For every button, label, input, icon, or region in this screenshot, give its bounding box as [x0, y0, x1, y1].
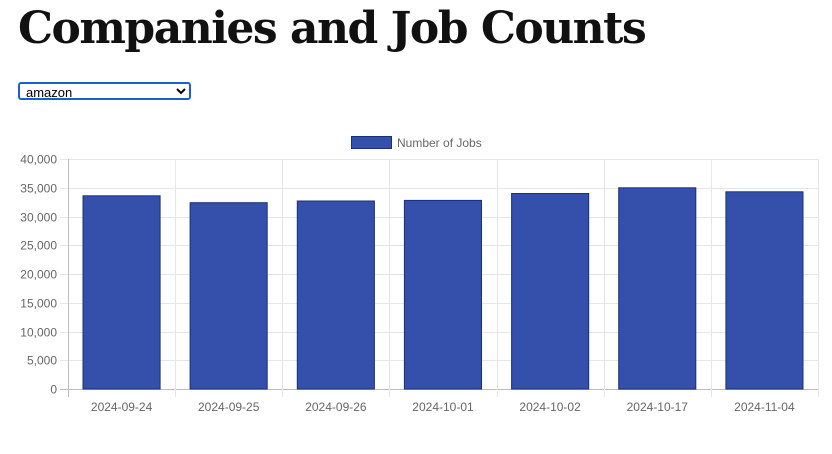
y-tick-label: 25,000 — [20, 239, 57, 253]
legend: Number of Jobs — [351, 136, 482, 150]
bar-2024-09-24[interactable] — [82, 195, 161, 390]
y-tick-label: 10,000 — [20, 326, 57, 340]
x-tick-label: 2024-11-04 — [734, 400, 795, 414]
x-axis-ticks: 2024-09-24 2024-09-25 2024-09-26 2024-10-01… — [91, 400, 795, 414]
bar-2024-10-17[interactable] — [618, 187, 697, 390]
y-tick-label: 35,000 — [20, 182, 57, 196]
bar-2024-10-01[interactable] — [403, 199, 482, 390]
legend-label: Number of Jobs — [397, 136, 482, 150]
x-tick-label: 2024-10-02 — [519, 400, 581, 414]
bars — [82, 187, 804, 390]
y-tick-label: 20,000 — [20, 268, 57, 282]
bar-2024-11-04[interactable] — [725, 191, 804, 390]
x-tick-label: 2024-10-17 — [627, 400, 689, 414]
legend-swatch — [351, 136, 392, 149]
x-tick-label: 2024-09-24 — [91, 400, 153, 414]
x-tick-label: 2024-09-26 — [305, 400, 367, 414]
y-tick-label: 30,000 — [20, 211, 57, 225]
y-tick-label: 40,000 — [20, 153, 57, 167]
bar-2024-10-02[interactable] — [511, 193, 590, 390]
page-title: Companies and Job Counts — [18, 3, 647, 54]
bar-2024-09-26[interactable] — [296, 200, 375, 390]
x-tick-label: 2024-09-25 — [198, 400, 260, 414]
x-tick-label: 2024-10-01 — [412, 400, 474, 414]
y-tick-label: 15,000 — [20, 297, 57, 311]
y-axis-ticks: 0 5,000 10,000 15,000 20,000 25,000 30,000 35,0… — [20, 153, 57, 397]
y-tick-label: 0 — [50, 383, 57, 397]
company-select[interactable]: amazon — [18, 82, 191, 100]
bar-2024-09-25[interactable] — [189, 202, 268, 390]
y-tick-label: 5,000 — [27, 354, 57, 368]
job-count-chart: Number of Jobs 0 5,000 10,000 15,000 20,000 2… — [20, 136, 819, 414]
